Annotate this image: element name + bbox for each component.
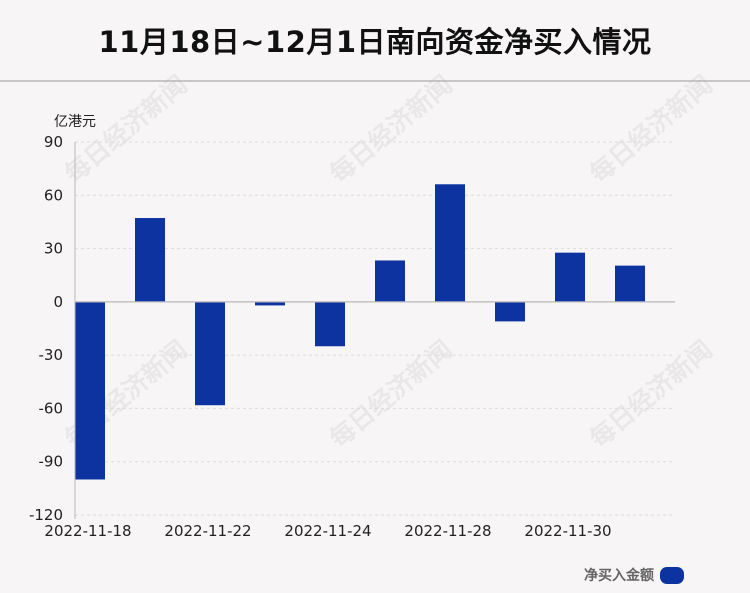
- bar-2022-11-18: [75, 301, 105, 480]
- bar-2022-11-30: [555, 252, 585, 302]
- bar-2022-11-21: [135, 218, 165, 302]
- x-tick-label: 2022-11-22: [164, 522, 251, 540]
- y-tick-label: 60: [44, 186, 63, 204]
- y-tick-label: 30: [44, 240, 63, 258]
- bar-2022-11-22: [195, 301, 225, 406]
- x-tick-label: 2022-11-18: [44, 522, 131, 540]
- y-tick-label: -30: [39, 346, 64, 364]
- y-tick-label: 90: [44, 133, 63, 151]
- legend-swatch: [660, 566, 684, 584]
- x-tick-label: 2022-11-28: [404, 522, 491, 540]
- y-tick-labels: 90 60 30 0 -30 -60 -90 -120: [29, 133, 63, 524]
- title-divider: [0, 80, 750, 82]
- y-tick-label: -60: [39, 399, 64, 417]
- y-tick-label: 0: [53, 293, 63, 311]
- x-tick-labels: 2022-11-18 2022-11-22 2022-11-24 2022-11-28…: [44, 522, 611, 540]
- x-tick-label: 2022-11-30: [524, 522, 611, 540]
- y-axis-unit-label: 亿港元: [54, 114, 96, 130]
- bars: [75, 184, 645, 480]
- legend-label: 净买入金额: [584, 568, 654, 584]
- y-tick-label: -90: [39, 453, 64, 471]
- bar-2022-11-29: [495, 301, 525, 322]
- y-tick-label: -120: [29, 506, 63, 524]
- axes: [74, 142, 675, 519]
- bar-2022-12-01: [615, 265, 645, 302]
- chart-title: 11月18日~12月1日南向资金净买入情况: [98, 25, 652, 59]
- legend: 净买入金额: [584, 565, 684, 585]
- bar-2022-11-24: [315, 301, 345, 347]
- gridlines: [75, 141, 675, 516]
- bar-2022-11-25: [375, 260, 405, 302]
- x-tick-label: 2022-11-24: [284, 522, 371, 540]
- bar-2022-11-28: [435, 184, 465, 302]
- bar-2022-11-23: [255, 301, 285, 306]
